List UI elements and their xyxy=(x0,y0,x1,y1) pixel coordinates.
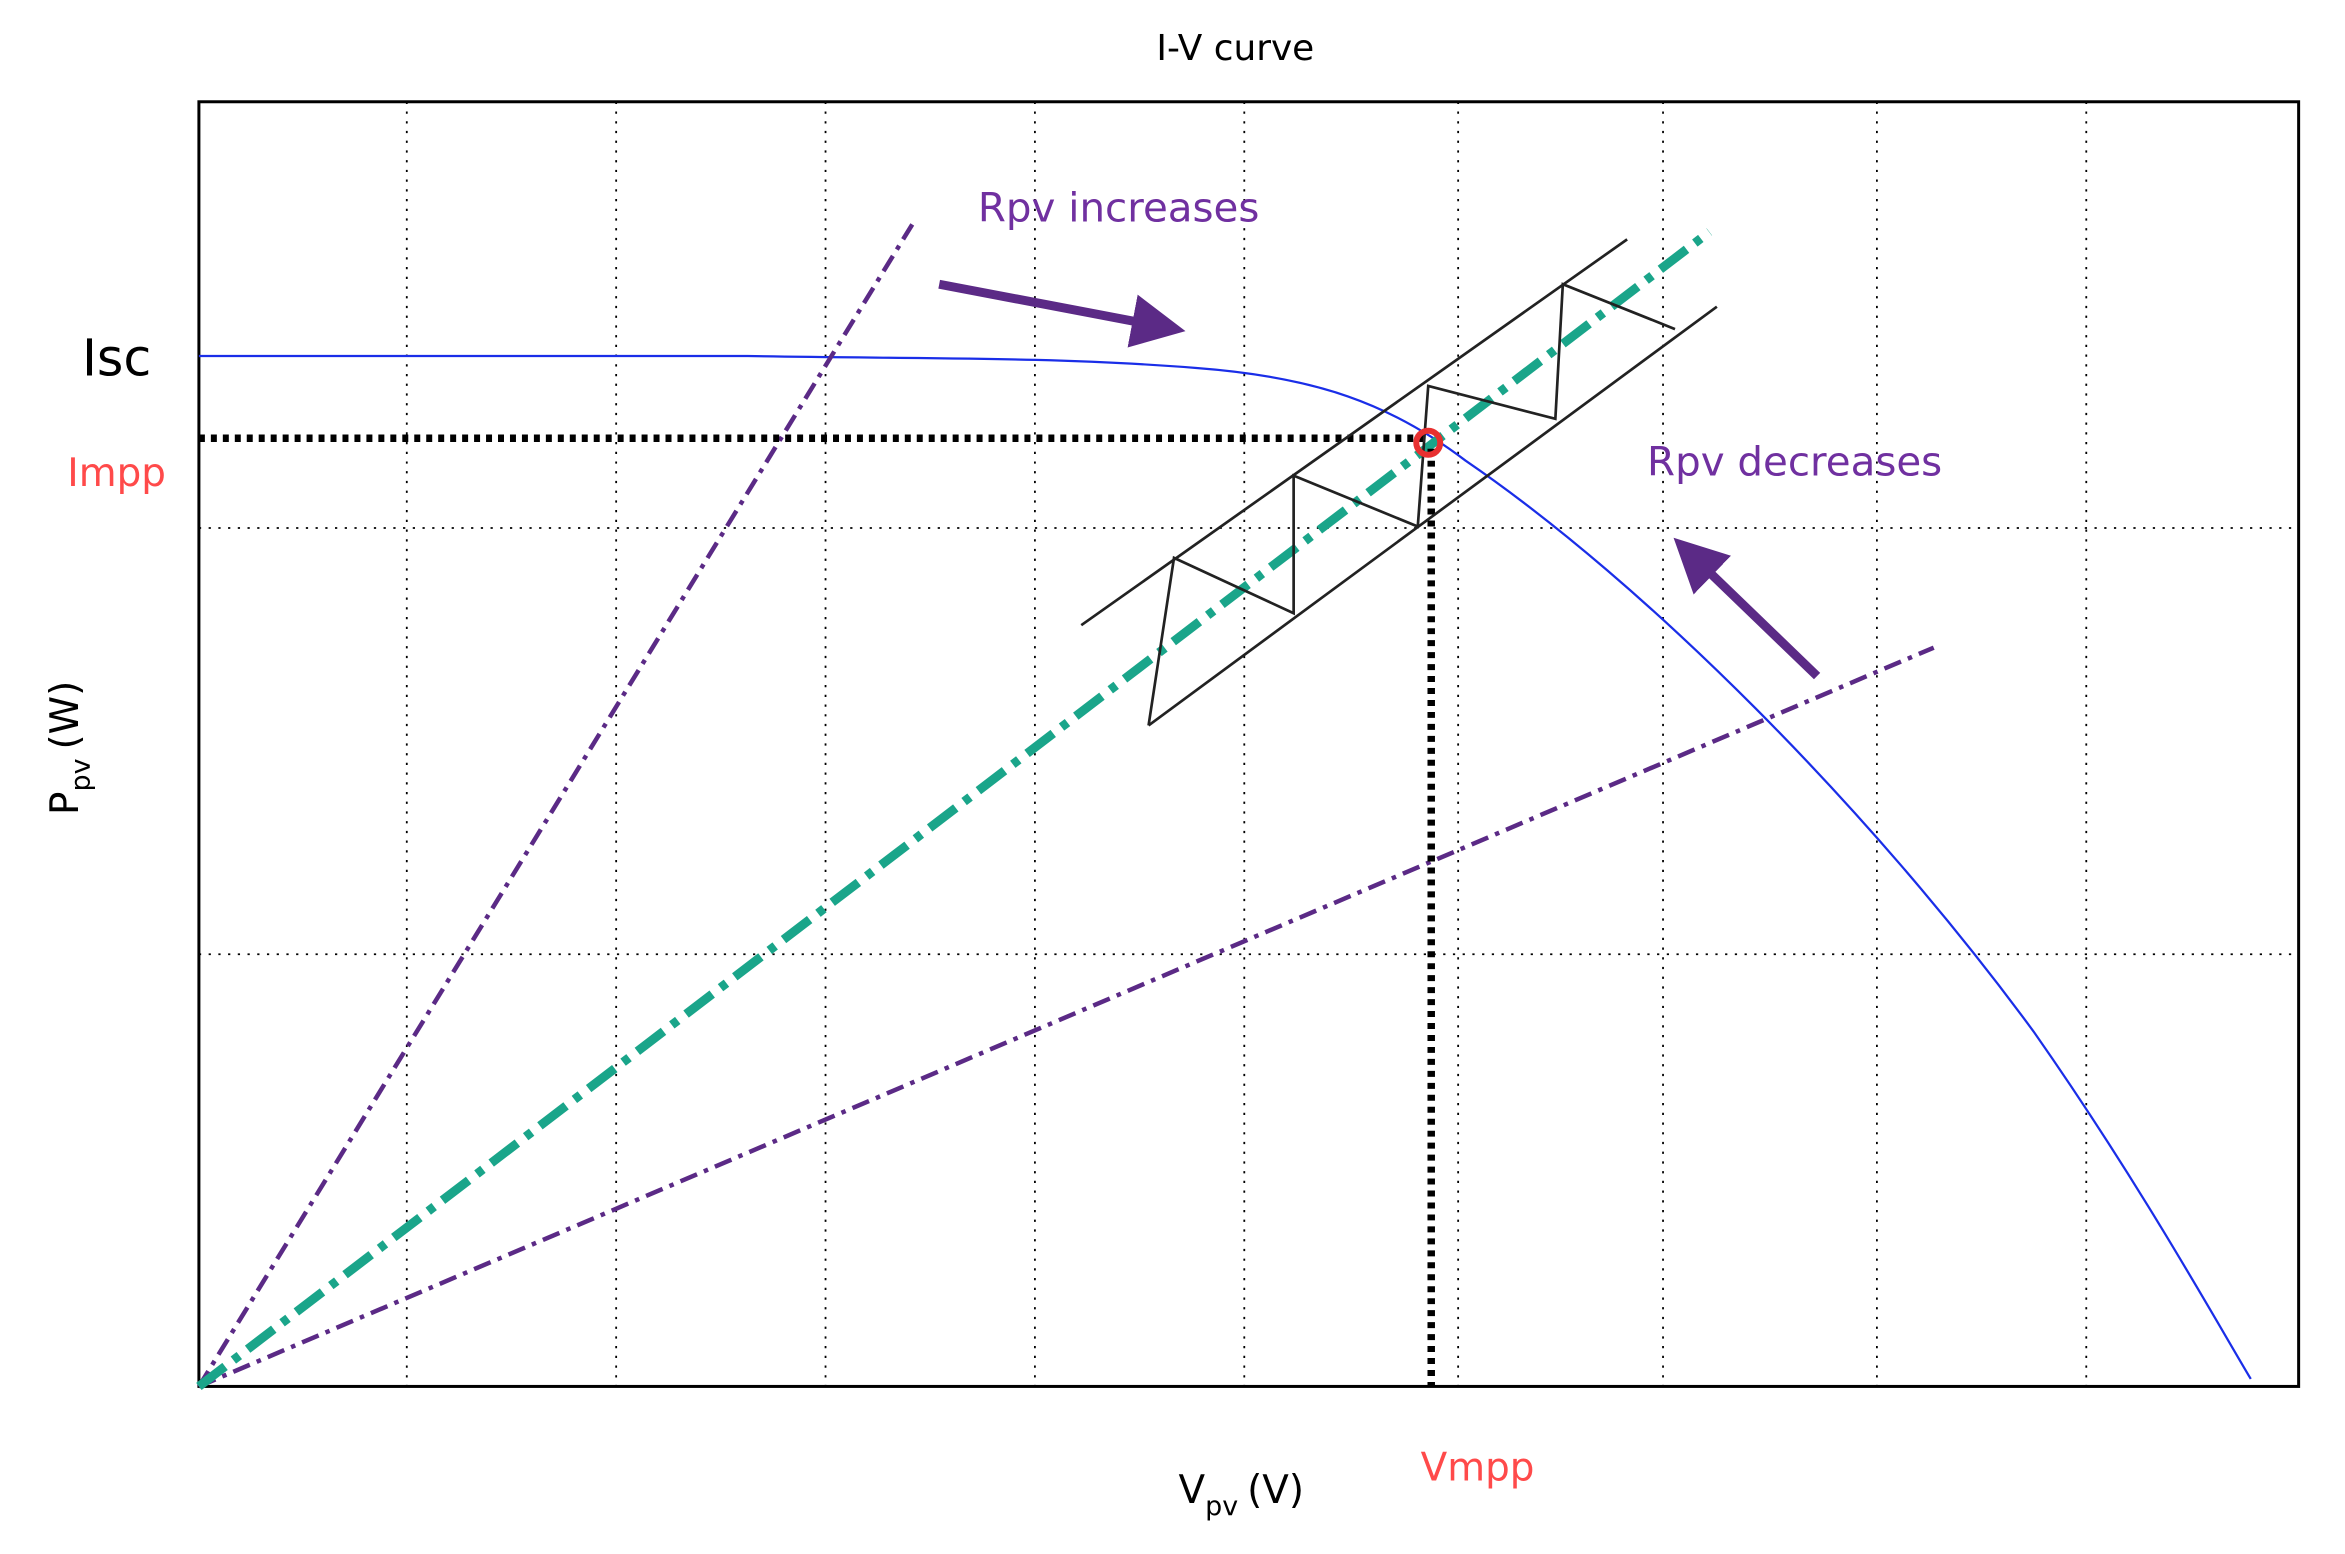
iv-curve xyxy=(198,354,2252,1380)
grid xyxy=(198,101,2299,1387)
annotation: Rpv decreases xyxy=(1647,439,1942,486)
y-axis-sub: pv xyxy=(66,758,97,791)
x-axis-unit: (V) xyxy=(1247,1468,1304,1513)
load-line-mpp xyxy=(196,228,1713,1390)
isc-label: Isc xyxy=(82,328,151,387)
impp-label: Impp xyxy=(67,451,166,496)
arrow-decrease xyxy=(1673,537,1821,680)
x-axis-sub: pv xyxy=(1205,1491,1238,1522)
arrow-increase xyxy=(938,279,1186,348)
annotation: Rpv increases xyxy=(978,184,1260,231)
load-line-steep xyxy=(196,223,915,1388)
vmpp-label: Vmpp xyxy=(1421,1446,1535,1491)
y-axis-unit: (W) xyxy=(43,681,88,750)
mpp-marker xyxy=(1413,427,1444,458)
x-axis-label: Vpv (V) xyxy=(1179,1468,1305,1522)
plot-frame xyxy=(197,100,2301,1388)
title: I-V curve xyxy=(1156,28,1314,69)
tracking-ladder xyxy=(1080,238,1718,727)
load-line-shallow xyxy=(198,645,1935,1389)
y-axis-main: P xyxy=(43,791,88,814)
y-axis-label: Ppv (W) xyxy=(43,681,97,815)
x-axis-main: V xyxy=(1179,1468,1206,1513)
